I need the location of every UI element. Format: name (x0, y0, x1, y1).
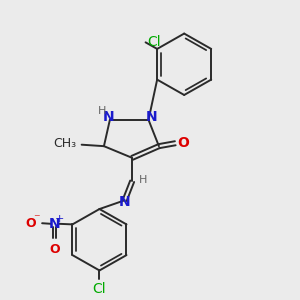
Text: N: N (146, 110, 157, 124)
Text: N: N (49, 217, 60, 231)
Text: Cl: Cl (147, 35, 161, 49)
Text: H: H (98, 106, 106, 116)
Text: H: H (139, 175, 147, 185)
Text: O: O (26, 217, 36, 230)
Text: Cl: Cl (93, 282, 106, 296)
Text: N: N (119, 195, 130, 209)
Text: ⁻: ⁻ (33, 212, 40, 225)
Text: N: N (103, 110, 114, 124)
Text: +: + (55, 214, 64, 224)
Text: O: O (49, 243, 60, 256)
Text: CH₃: CH₃ (53, 137, 76, 150)
Text: O: O (177, 136, 189, 150)
